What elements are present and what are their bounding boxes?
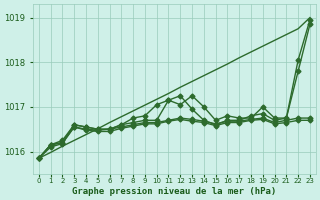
X-axis label: Graphe pression niveau de la mer (hPa): Graphe pression niveau de la mer (hPa)	[72, 187, 276, 196]
